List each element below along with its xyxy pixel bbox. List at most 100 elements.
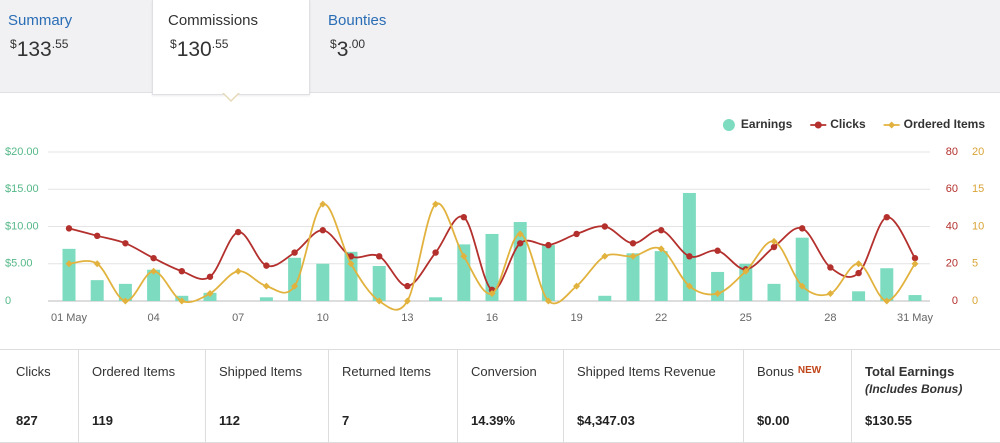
point-marker xyxy=(742,267,750,275)
stat-value: $4,347.03 xyxy=(577,413,635,428)
amount-cents: .55 xyxy=(211,37,229,51)
point-marker xyxy=(432,200,440,208)
point-marker xyxy=(911,254,919,262)
stat-label: Returned Items xyxy=(342,364,457,379)
bar xyxy=(316,263,330,301)
bar xyxy=(795,237,809,301)
bar xyxy=(457,244,471,301)
amount-cents: .55 xyxy=(51,37,69,51)
tab-amount: $133.55 xyxy=(8,37,150,62)
point-marker xyxy=(883,297,891,305)
bar xyxy=(372,265,386,301)
amount-whole: 130 xyxy=(176,38,212,61)
point-marker xyxy=(93,260,101,268)
amount-whole: 133 xyxy=(16,38,52,61)
currency-symbol: $ xyxy=(10,37,17,51)
point-marker xyxy=(799,225,806,232)
point-marker xyxy=(65,225,73,232)
tab[interactable]: Summary $133.55 xyxy=(0,0,150,92)
point-marker xyxy=(122,240,129,247)
tab[interactable]: Bounties $3.00 xyxy=(320,0,470,92)
point-marker xyxy=(403,297,411,305)
stat-cell: Total Earnings (Includes Bonus) $130.55 xyxy=(851,350,1000,442)
active-tab-caret xyxy=(222,92,240,102)
stat-label: Total Earnings (Includes Bonus) xyxy=(865,364,1000,396)
currency-symbol: $ xyxy=(330,37,337,51)
point-marker xyxy=(686,253,693,260)
bar xyxy=(288,257,302,301)
point-marker xyxy=(770,237,778,245)
y-tick-label: $20.00 xyxy=(5,146,39,158)
point-marker xyxy=(178,268,185,275)
point-marker xyxy=(206,290,214,298)
point-marker xyxy=(657,245,665,253)
point-marker xyxy=(826,290,834,298)
stat-label: Ordered Items xyxy=(92,364,205,379)
bar xyxy=(852,291,866,301)
point-marker xyxy=(629,252,637,260)
point-marker xyxy=(629,240,637,247)
point-marker xyxy=(347,260,355,268)
stat-note: (Includes Bonus) xyxy=(865,382,963,396)
stat-value: 119 xyxy=(92,413,113,428)
point-marker xyxy=(827,264,834,271)
stat-value: 112 xyxy=(219,413,240,428)
stat-cell: Conversion 14.39% xyxy=(457,350,563,442)
x-tick-label: 07 xyxy=(232,312,244,324)
stat-label-text: Ordered Items xyxy=(92,364,176,379)
new-badge: NEW xyxy=(797,365,822,376)
y-tick-label: $5.00 xyxy=(5,258,33,270)
y2-tick-label: 60 xyxy=(946,183,958,195)
stat-cell: Shipped Items 112 xyxy=(205,350,328,442)
bar xyxy=(541,245,555,301)
stat-value: 7 xyxy=(342,413,350,428)
point-marker xyxy=(798,282,806,290)
bar xyxy=(118,283,132,301)
point-marker xyxy=(235,228,242,236)
stat-label: Bonus NEW xyxy=(757,364,851,379)
bar xyxy=(429,297,443,301)
point-marker xyxy=(855,260,863,268)
x-tick-label: 19 xyxy=(570,312,582,324)
stats-row: Clicks 827 Ordered Items 119 Shipped Items 11… xyxy=(0,349,1000,443)
y3-tick-label: 15 xyxy=(972,183,984,195)
bar xyxy=(682,192,696,301)
bar xyxy=(485,233,499,301)
tab-label: Summary xyxy=(8,12,73,29)
amount-cents: .00 xyxy=(348,37,366,51)
x-tick-label: 16 xyxy=(486,312,498,324)
currency-symbol: $ xyxy=(170,37,177,51)
amount-whole: 3 xyxy=(336,38,349,61)
stat-value: $0.00 xyxy=(757,413,790,428)
point-marker xyxy=(488,290,496,298)
stat-value: 14.39% xyxy=(471,413,516,428)
bar xyxy=(90,280,104,301)
bar xyxy=(62,248,76,301)
x-tick-label: 25 xyxy=(740,312,752,324)
point-marker xyxy=(150,267,158,275)
point-marker xyxy=(121,297,129,305)
y-tick-label: $15.00 xyxy=(5,183,39,195)
point-marker xyxy=(855,269,862,277)
stat-label-text: Total Earnings xyxy=(865,364,955,379)
bar xyxy=(147,269,161,301)
y2-tick-label: 0 xyxy=(952,295,958,307)
tab-label: Bounties xyxy=(328,12,387,29)
y3-tick-label: 20 xyxy=(972,146,984,158)
point-marker xyxy=(573,230,580,238)
legend-label: Clicks xyxy=(830,117,866,131)
tab[interactable]: Commissions $130.55 xyxy=(152,0,310,95)
y2-tick-label: 80 xyxy=(946,146,958,158)
point-marker xyxy=(601,223,608,230)
bar xyxy=(880,268,894,301)
point-marker xyxy=(658,227,665,234)
point-marker xyxy=(263,262,270,269)
y3-tick-label: 0 xyxy=(972,295,978,307)
y2-tick-label: 40 xyxy=(946,220,958,232)
stat-value: 827 xyxy=(16,413,38,428)
point-marker xyxy=(517,240,524,247)
bar xyxy=(598,295,612,301)
y3-tick-label: 5 xyxy=(972,258,978,270)
stat-label-text: Shipped Items Revenue xyxy=(577,364,716,379)
point-marker xyxy=(545,241,552,249)
